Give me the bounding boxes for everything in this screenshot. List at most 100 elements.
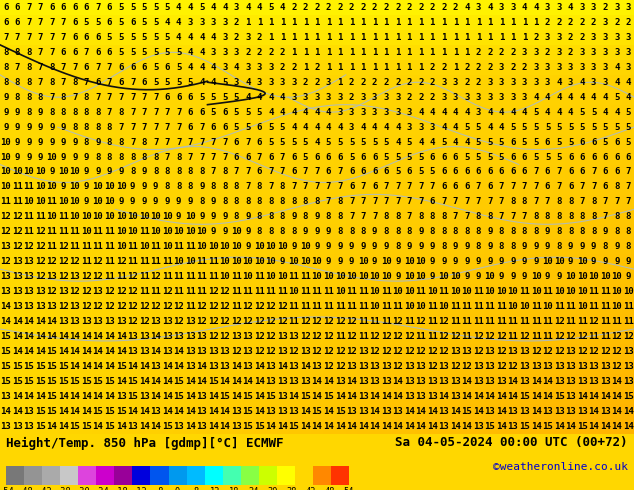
Text: 9: 9 <box>245 227 250 236</box>
Text: 1: 1 <box>349 48 354 57</box>
Text: 14: 14 <box>139 377 150 386</box>
Text: 10: 10 <box>577 272 588 281</box>
Text: 11: 11 <box>231 287 242 296</box>
Text: 7: 7 <box>522 182 527 192</box>
Text: 8: 8 <box>591 212 597 221</box>
Text: 13: 13 <box>600 362 611 371</box>
Text: 8: 8 <box>176 182 181 192</box>
Text: 11: 11 <box>208 272 219 281</box>
Text: 8: 8 <box>268 197 274 206</box>
Text: 14: 14 <box>70 362 81 371</box>
Text: 5: 5 <box>476 122 481 132</box>
Text: 10: 10 <box>208 242 219 251</box>
Text: 9: 9 <box>372 257 377 266</box>
Text: 2: 2 <box>568 18 573 27</box>
Text: 7: 7 <box>176 138 181 147</box>
Text: 14: 14 <box>139 407 150 416</box>
Text: 1: 1 <box>337 63 343 72</box>
Text: 6: 6 <box>614 138 619 147</box>
Text: 10: 10 <box>519 302 530 311</box>
Text: 8: 8 <box>84 138 89 147</box>
Text: 11: 11 <box>508 332 519 341</box>
Text: 4: 4 <box>188 48 193 57</box>
Text: 11: 11 <box>139 257 150 266</box>
Text: 7: 7 <box>141 122 147 132</box>
Text: 10: 10 <box>185 227 195 236</box>
Text: 14: 14 <box>392 392 403 401</box>
Text: 7: 7 <box>579 182 585 192</box>
Text: 7: 7 <box>37 78 43 87</box>
Text: 7: 7 <box>61 33 66 42</box>
Text: 9: 9 <box>545 242 550 251</box>
Text: 8: 8 <box>15 78 20 87</box>
Text: 1: 1 <box>360 48 366 57</box>
Text: 5: 5 <box>430 168 435 176</box>
Text: 10: 10 <box>404 272 415 281</box>
Text: 5: 5 <box>303 138 308 147</box>
Text: 10: 10 <box>219 257 230 266</box>
Text: 7: 7 <box>326 197 331 206</box>
Text: 11: 11 <box>46 242 57 251</box>
Text: 9: 9 <box>464 272 470 281</box>
Text: 2: 2 <box>418 3 424 12</box>
Text: 15: 15 <box>519 422 530 431</box>
Text: 3: 3 <box>557 48 562 57</box>
Text: 11: 11 <box>81 242 92 251</box>
Text: 14: 14 <box>542 392 553 401</box>
Text: 9: 9 <box>199 212 204 221</box>
Text: 11: 11 <box>346 302 357 311</box>
Text: 7: 7 <box>533 182 539 192</box>
Text: 1: 1 <box>430 33 435 42</box>
Bar <box>133 466 150 486</box>
Text: 12: 12 <box>208 332 219 341</box>
Text: 12: 12 <box>35 272 46 281</box>
Text: 5: 5 <box>591 108 597 117</box>
Text: 4: 4 <box>533 3 539 12</box>
Text: 8: 8 <box>84 108 89 117</box>
Text: 8: 8 <box>72 108 77 117</box>
Text: 10: 10 <box>150 212 161 221</box>
Text: 15: 15 <box>35 362 46 371</box>
Text: 1: 1 <box>395 63 401 72</box>
Text: 8: 8 <box>233 212 239 221</box>
Text: 13: 13 <box>1 422 11 431</box>
Text: 6: 6 <box>84 63 89 72</box>
Text: 6: 6 <box>84 33 89 42</box>
Text: 11: 11 <box>139 227 150 236</box>
Text: 9: 9 <box>314 212 320 221</box>
Text: 11: 11 <box>139 287 150 296</box>
Text: 13: 13 <box>46 302 57 311</box>
Text: 5: 5 <box>164 78 170 87</box>
Text: 11: 11 <box>566 302 576 311</box>
Text: 4: 4 <box>510 108 515 117</box>
Text: 13: 13 <box>381 377 392 386</box>
Text: 12: 12 <box>611 347 622 356</box>
Text: 12: 12 <box>266 347 276 356</box>
Text: 8: 8 <box>430 227 435 236</box>
Text: 9: 9 <box>84 197 89 206</box>
Text: 5: 5 <box>268 138 274 147</box>
Text: 8: 8 <box>579 227 585 236</box>
Text: 4: 4 <box>233 63 239 72</box>
Text: 4: 4 <box>591 93 597 102</box>
Text: 14: 14 <box>588 392 599 401</box>
Text: 14: 14 <box>58 332 68 341</box>
Text: 15: 15 <box>35 377 46 386</box>
Text: 3: 3 <box>522 78 527 87</box>
Text: 10: 10 <box>254 257 265 266</box>
Text: 10: 10 <box>81 212 92 221</box>
Text: 11: 11 <box>46 227 57 236</box>
Text: 3: 3 <box>602 18 608 27</box>
Text: 8: 8 <box>499 227 504 236</box>
Text: 4: 4 <box>568 93 573 102</box>
Text: 11: 11 <box>127 257 138 266</box>
Text: 2: 2 <box>349 78 354 87</box>
Text: 3: 3 <box>337 93 343 102</box>
Text: 10: 10 <box>450 272 461 281</box>
Bar <box>96 466 115 486</box>
Text: 14: 14 <box>115 347 126 356</box>
Text: 10: 10 <box>288 257 299 266</box>
Text: 11: 11 <box>439 287 449 296</box>
Text: 11: 11 <box>23 227 34 236</box>
Text: 5: 5 <box>487 152 493 162</box>
